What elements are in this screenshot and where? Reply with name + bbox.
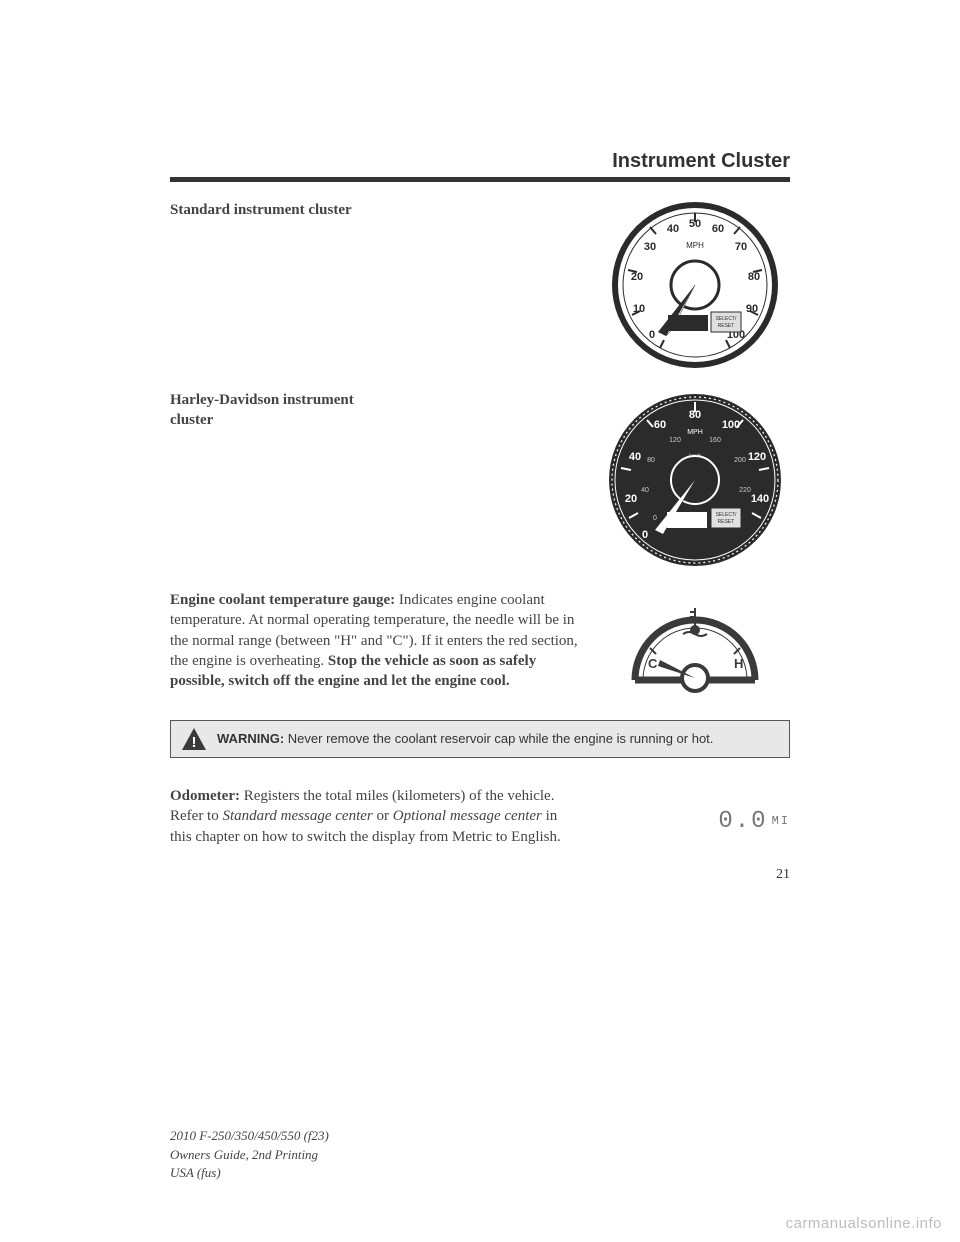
svg-text:140: 140 (751, 493, 769, 505)
svg-text:RESET: RESET (718, 323, 735, 329)
svg-text:!: ! (192, 734, 197, 751)
harley-label-1: Harley-Davidson instrumentcluster (170, 392, 354, 428)
svg-text:200: 200 (734, 457, 746, 464)
svg-text:70: 70 (735, 241, 747, 253)
standard-label: Standard instrument cluster (170, 202, 352, 218)
svg-text:40: 40 (629, 451, 641, 463)
row-harley: Harley-Davidson instrumentcluster (170, 390, 790, 570)
odometer-ital2: Optional message center (393, 808, 542, 824)
row-standard: Standard instrument cluster (170, 200, 790, 370)
svg-text:90: 90 (746, 303, 758, 315)
svg-text:120: 120 (748, 451, 766, 463)
svg-text:10: 10 (633, 303, 645, 315)
svg-text:100: 100 (722, 419, 740, 431)
section-header: Instrument Cluster (170, 150, 790, 182)
odometer-value: 0.0 (718, 808, 767, 835)
svg-text:80: 80 (748, 271, 760, 283)
coolant-label: Engine coolant temperature gauge: (170, 592, 395, 608)
odometer-text: Odometer: Registers the total miles (kil… (170, 786, 580, 847)
svg-text:220: 220 (739, 487, 751, 494)
warning-text: WARNING: Never remove the coolant reserv… (217, 730, 713, 748)
svg-text:30: 30 (644, 241, 656, 253)
svg-text:RESET: RESET (718, 519, 735, 525)
svg-text:MPH: MPH (686, 241, 704, 250)
svg-text:80: 80 (689, 409, 701, 421)
warning-body: Never remove the coolant reservoir cap w… (284, 731, 713, 746)
svg-text:H: H (734, 656, 743, 671)
svg-text:80: 80 (647, 457, 655, 464)
temperature-gauge-icon: C H (620, 590, 770, 700)
standard-label-block: Standard instrument cluster (170, 200, 580, 220)
harley-label-block: Harley-Davidson instrumentcluster (170, 390, 580, 431)
svg-text:SELECT/: SELECT/ (716, 316, 737, 322)
svg-text:40: 40 (641, 487, 649, 494)
warning-icon: ! (181, 727, 207, 751)
speedometer-standard-icon: 0 10 20 30 40 50 60 70 80 90 100 MPH (610, 200, 780, 370)
warning-label: WARNING: (217, 731, 284, 746)
odometer-display: 0.0 MI (600, 786, 790, 835)
footer-line1: 2010 F-250/350/450/550 (f23) (170, 1127, 329, 1145)
harley-gauge-fig: 0 20 40 60 80 100 120 140 0 40 80 120 16… (600, 390, 790, 570)
footer-line3: USA (fus) (170, 1164, 329, 1182)
svg-text:MPH: MPH (687, 429, 703, 436)
odometer-mid: or (373, 808, 393, 824)
row-odometer: Odometer: Registers the total miles (kil… (170, 786, 790, 847)
page-number: 21 (170, 867, 790, 883)
odometer-unit: MI (772, 814, 790, 828)
svg-text:120: 120 (669, 437, 681, 444)
coolant-gauge-fig: C H (600, 590, 790, 700)
svg-text:20: 20 (631, 271, 643, 283)
odometer-ital1: Standard message center (222, 808, 372, 824)
footer: 2010 F-250/350/450/550 (f23) Owners Guid… (170, 1127, 329, 1182)
svg-text:SELECT/: SELECT/ (716, 512, 737, 518)
svg-text:20: 20 (625, 493, 637, 505)
svg-text:0: 0 (653, 515, 657, 522)
warning-box: ! WARNING: Never remove the coolant rese… (170, 720, 790, 758)
standard-gauge-fig: 0 10 20 30 40 50 60 70 80 90 100 MPH (600, 200, 790, 370)
row-coolant: Engine coolant temperature gauge: Indica… (170, 590, 790, 700)
svg-text:160: 160 (709, 437, 721, 444)
svg-text:60: 60 (654, 419, 666, 431)
svg-text:0: 0 (649, 329, 655, 341)
watermark: carmanualsonline.info (786, 1215, 942, 1232)
odometer-label: Odometer: (170, 788, 240, 804)
footer-line2: Owners Guide, 2nd Printing (170, 1146, 329, 1164)
svg-text:50: 50 (689, 218, 701, 230)
svg-text:0: 0 (642, 529, 648, 541)
coolant-text: Engine coolant temperature gauge: Indica… (170, 590, 580, 691)
svg-text:60: 60 (712, 223, 724, 235)
speedometer-harley-icon: 0 20 40 60 80 100 120 140 0 40 80 120 16… (605, 390, 785, 570)
svg-text:40: 40 (667, 223, 679, 235)
svg-text:C: C (648, 656, 658, 671)
